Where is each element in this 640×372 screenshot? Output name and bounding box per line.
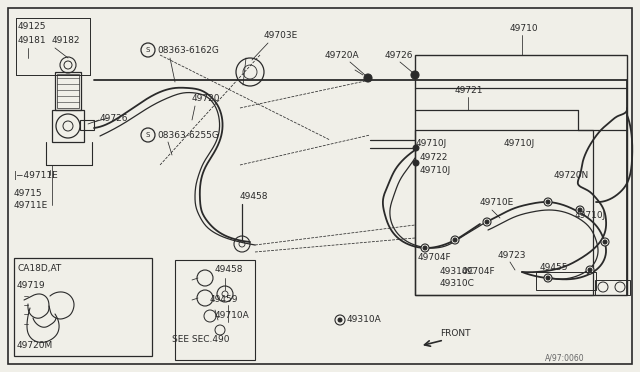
Circle shape bbox=[411, 71, 419, 79]
Text: |−49711E: |−49711E bbox=[14, 170, 59, 180]
Text: 49181: 49181 bbox=[18, 35, 47, 45]
Circle shape bbox=[603, 240, 607, 244]
Text: 49720: 49720 bbox=[192, 93, 221, 103]
Bar bbox=[415, 130, 593, 295]
Text: 49726: 49726 bbox=[100, 113, 129, 122]
Text: 49458: 49458 bbox=[215, 266, 243, 275]
Text: 08363-6162G: 08363-6162G bbox=[157, 45, 219, 55]
Bar bbox=[536, 272, 596, 290]
Text: 49710J: 49710J bbox=[575, 211, 606, 219]
Text: 49310C: 49310C bbox=[440, 267, 475, 276]
Bar bbox=[57, 74, 79, 108]
Text: 49310A: 49310A bbox=[347, 315, 381, 324]
Text: 49720N: 49720N bbox=[554, 170, 589, 180]
Text: SEE SEC.490: SEE SEC.490 bbox=[172, 336, 230, 344]
Circle shape bbox=[586, 266, 594, 274]
Bar bbox=[14, 258, 152, 356]
Circle shape bbox=[578, 208, 582, 212]
Circle shape bbox=[588, 268, 592, 272]
Text: 49459: 49459 bbox=[210, 295, 239, 305]
Text: 08363-6255G: 08363-6255G bbox=[157, 131, 219, 140]
Text: 49703E: 49703E bbox=[264, 31, 298, 39]
Text: 49710A: 49710A bbox=[215, 311, 250, 320]
Text: 49722: 49722 bbox=[420, 153, 449, 161]
Text: A/97:0060: A/97:0060 bbox=[545, 353, 584, 362]
Bar bbox=[415, 55, 627, 295]
Circle shape bbox=[601, 238, 609, 246]
Circle shape bbox=[338, 318, 342, 322]
Text: 49710J: 49710J bbox=[504, 138, 535, 148]
Circle shape bbox=[451, 236, 459, 244]
Circle shape bbox=[453, 238, 457, 242]
Text: 49715: 49715 bbox=[14, 189, 43, 198]
Bar bbox=[595, 280, 630, 295]
Circle shape bbox=[335, 315, 345, 325]
Text: 49710J: 49710J bbox=[420, 166, 451, 174]
Bar bbox=[175, 260, 255, 360]
Text: 49182: 49182 bbox=[52, 35, 81, 45]
Text: S: S bbox=[146, 47, 150, 53]
Circle shape bbox=[544, 274, 552, 282]
Text: 49310C: 49310C bbox=[440, 279, 475, 288]
Text: 49125: 49125 bbox=[18, 22, 47, 31]
Circle shape bbox=[546, 276, 550, 280]
Circle shape bbox=[544, 198, 552, 206]
Text: 49719: 49719 bbox=[17, 280, 45, 289]
Circle shape bbox=[546, 200, 550, 204]
Circle shape bbox=[576, 206, 584, 214]
Text: 49710J: 49710J bbox=[416, 138, 447, 148]
Text: FRONT: FRONT bbox=[440, 330, 470, 339]
Text: 49458: 49458 bbox=[240, 192, 269, 201]
Text: 49723: 49723 bbox=[498, 251, 527, 260]
Text: 49720A: 49720A bbox=[325, 51, 360, 60]
Text: 49726: 49726 bbox=[385, 51, 413, 60]
Circle shape bbox=[413, 160, 419, 166]
Text: 49720M: 49720M bbox=[17, 340, 53, 350]
Circle shape bbox=[364, 74, 372, 82]
Text: 49711E: 49711E bbox=[14, 201, 48, 209]
Circle shape bbox=[421, 244, 429, 252]
Bar bbox=[80, 120, 94, 130]
Bar bbox=[55, 72, 81, 110]
Text: 49704F: 49704F bbox=[418, 253, 452, 263]
Text: 49455: 49455 bbox=[540, 263, 568, 273]
Text: S: S bbox=[146, 132, 150, 138]
Text: CA18D,AT: CA18D,AT bbox=[17, 263, 61, 273]
Text: 49710E: 49710E bbox=[480, 198, 515, 206]
Bar bbox=[52, 110, 84, 142]
Text: 49710: 49710 bbox=[510, 23, 539, 32]
Circle shape bbox=[485, 220, 489, 224]
Text: 49704F: 49704F bbox=[462, 267, 495, 276]
Circle shape bbox=[423, 246, 427, 250]
Circle shape bbox=[483, 218, 491, 226]
Circle shape bbox=[413, 145, 419, 151]
Text: 49721: 49721 bbox=[455, 86, 483, 94]
